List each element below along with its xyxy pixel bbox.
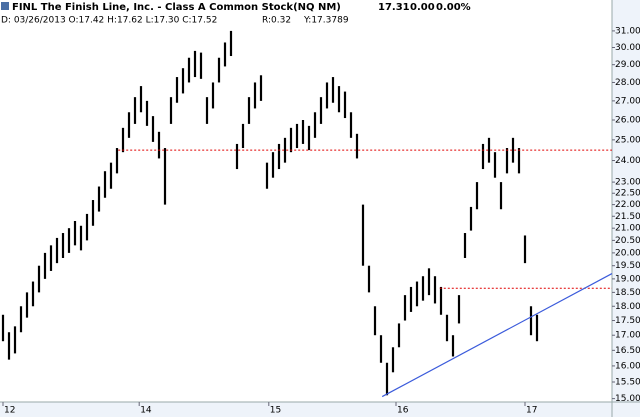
y-tick-label: 19.00: [615, 274, 640, 284]
y-tick-label: 28.00: [615, 78, 640, 88]
y-tick-label: 27.00: [615, 96, 640, 106]
range-info: R:0.32: [262, 16, 291, 26]
y-tick-label: 20.00: [615, 248, 640, 258]
y-tick-label: 26.00: [615, 115, 640, 125]
y-tick-label: 18.50: [615, 288, 640, 298]
x-tick-label: 14: [140, 406, 152, 416]
x-tick-label: 12: [4, 406, 15, 416]
y-tick-label: 18.00: [615, 302, 640, 312]
y-tick-label: 15.00: [615, 394, 640, 404]
header-icon: [1, 2, 9, 10]
header-last: 17.31: [378, 2, 410, 13]
y-tick-label: 21.50: [615, 212, 640, 222]
y-tick-label: 16.50: [615, 346, 640, 356]
y-tick-label: 24.00: [615, 156, 640, 166]
y-tick-label: 17.50: [615, 316, 640, 326]
y-tick-label: 31.00: [615, 26, 640, 36]
header-change-pct: 0.00%: [436, 2, 471, 13]
y-tick-label: 16.00: [615, 361, 640, 371]
y-tick-label: 17.00: [615, 331, 640, 341]
y-tick-label: 19.50: [615, 261, 640, 271]
x-axis-panel: [0, 402, 640, 417]
y-tick-label: 30.00: [615, 43, 640, 53]
x-tick-label: 17: [526, 406, 537, 416]
y-tick-label: 20.50: [615, 236, 640, 246]
y-tick-label: 15.50: [615, 378, 640, 388]
header-change: 0.00: [410, 2, 435, 13]
header-title: FINL The Finish Line, Inc. - Class A Com…: [12, 2, 341, 13]
y-tick-label: 23.00: [615, 178, 640, 188]
x-tick-label: 15: [270, 406, 281, 416]
trend-line: [381, 273, 613, 398]
x-tick-label: 16: [397, 406, 409, 416]
y-tick-label: 21.00: [615, 224, 640, 234]
bar-info: D: 03/26/2013 O:17.42 H:17.62 L:17.30 C:…: [1, 16, 217, 26]
y-tick-label: 22.50: [615, 189, 640, 199]
y-tick-label: 22.00: [615, 200, 640, 210]
y-axis-panel: [612, 0, 640, 417]
y-info: Y:17.3789: [303, 16, 349, 26]
y-tick-label: 29.00: [615, 60, 640, 70]
y-tick-label: 25.00: [615, 135, 640, 145]
